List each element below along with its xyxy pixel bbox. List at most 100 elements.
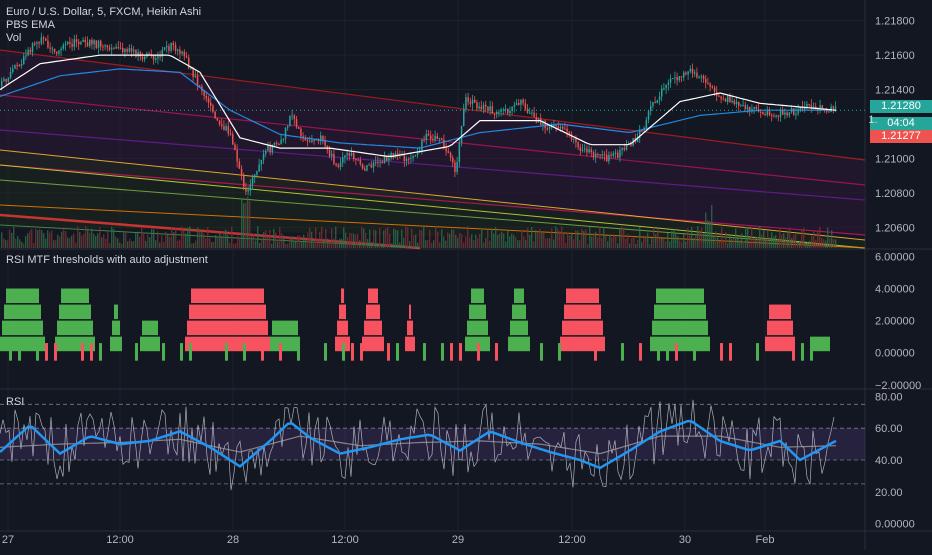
volume-bar	[373, 229, 375, 248]
volume-bar	[17, 235, 19, 248]
rsi-tick-label: 60.00	[875, 423, 903, 435]
volume-bar	[835, 239, 837, 248]
candle-body	[25, 55, 27, 57]
volume-bar	[685, 241, 687, 248]
volume-bar	[547, 238, 549, 248]
volume-bar	[483, 242, 485, 248]
mtf-bar	[189, 304, 266, 320]
volume-bar	[239, 239, 241, 248]
candle-body	[520, 99, 522, 105]
candle-body	[764, 114, 766, 116]
volume-bar	[231, 226, 233, 248]
volume-bar	[123, 232, 125, 248]
candle-body	[227, 126, 230, 134]
volume-bar	[241, 197, 243, 248]
candle-body	[674, 77, 676, 79]
mtf-bar	[514, 288, 524, 304]
candle-body	[707, 82, 709, 84]
volume-bar	[361, 226, 363, 248]
candle-body	[793, 108, 795, 115]
volume-bar	[13, 226, 15, 248]
candle-body	[353, 153, 355, 160]
volume-bar	[197, 227, 199, 248]
mtf-bar	[450, 343, 453, 361]
volume-bar	[189, 226, 191, 248]
volume-bar	[775, 234, 777, 248]
candle-body	[331, 153, 333, 156]
volume-bar	[567, 233, 569, 248]
candle-body	[540, 118, 542, 125]
candle-body	[815, 106, 817, 109]
volume-bar	[371, 242, 373, 248]
mtf-bar	[469, 304, 486, 320]
volume-bar	[291, 236, 293, 248]
mtf-bar	[495, 343, 498, 361]
volume-bar	[35, 228, 37, 248]
candle-body	[306, 140, 309, 142]
volume-bar	[259, 243, 261, 248]
volume-bar	[301, 242, 303, 248]
volume-bar	[717, 237, 719, 248]
volume-bar	[365, 233, 367, 248]
time-tick-label: 30	[679, 534, 691, 546]
candle-body	[298, 127, 300, 129]
mtf-bar	[510, 320, 528, 336]
candle-body	[359, 159, 362, 164]
volume-bar	[179, 239, 181, 248]
candle-body	[177, 49, 179, 51]
mtf-bar	[9, 343, 12, 361]
candle-body	[680, 76, 683, 78]
candle-body	[284, 127, 287, 139]
volume-bar	[783, 232, 785, 248]
candle-body	[553, 124, 555, 127]
candle-body	[245, 187, 247, 192]
volume-bar	[271, 243, 273, 248]
mtf-bar	[729, 343, 732, 361]
candle-body	[397, 153, 399, 155]
candle-body	[144, 56, 146, 60]
candle-body	[379, 161, 381, 163]
candle-body	[735, 101, 738, 105]
candle-body	[27, 49, 29, 56]
volume-bar	[155, 240, 157, 248]
mtf-bar	[594, 343, 597, 361]
mtf-bar	[558, 343, 561, 361]
candle-body	[782, 109, 784, 115]
mtf-bar	[90, 343, 93, 361]
volume-bar	[51, 230, 53, 248]
volume-bar	[797, 242, 799, 248]
volume-bar	[175, 227, 177, 248]
mtf-bar	[387, 343, 390, 361]
candle-body	[322, 135, 324, 140]
candle-body	[603, 154, 606, 156]
volume-bar	[427, 240, 429, 248]
volume-bar	[603, 226, 605, 248]
candle-body	[760, 111, 762, 113]
candle-body	[513, 105, 516, 107]
volume-bar	[211, 242, 213, 248]
volume-bar	[411, 228, 413, 248]
volume-bar	[297, 235, 299, 248]
mtf-bar	[45, 343, 48, 361]
candle-body	[251, 177, 254, 185]
candle-body	[711, 86, 714, 88]
volume-bar	[133, 241, 135, 248]
mtf-bar	[792, 343, 795, 361]
volume-bar	[201, 230, 203, 248]
volume-bar	[207, 227, 209, 248]
candle-body	[348, 153, 351, 156]
volume-bar	[505, 241, 507, 248]
volume-bar	[593, 233, 595, 248]
volume-bar	[313, 243, 315, 248]
volume-bar	[343, 227, 345, 248]
volume-bar	[113, 228, 115, 248]
candle-body	[599, 154, 601, 156]
candle-body	[258, 164, 260, 172]
candle-body	[788, 112, 791, 116]
candle-body	[386, 156, 388, 161]
mtf-bar	[36, 343, 39, 361]
candle-body	[447, 151, 450, 153]
volume-bar	[423, 227, 425, 248]
